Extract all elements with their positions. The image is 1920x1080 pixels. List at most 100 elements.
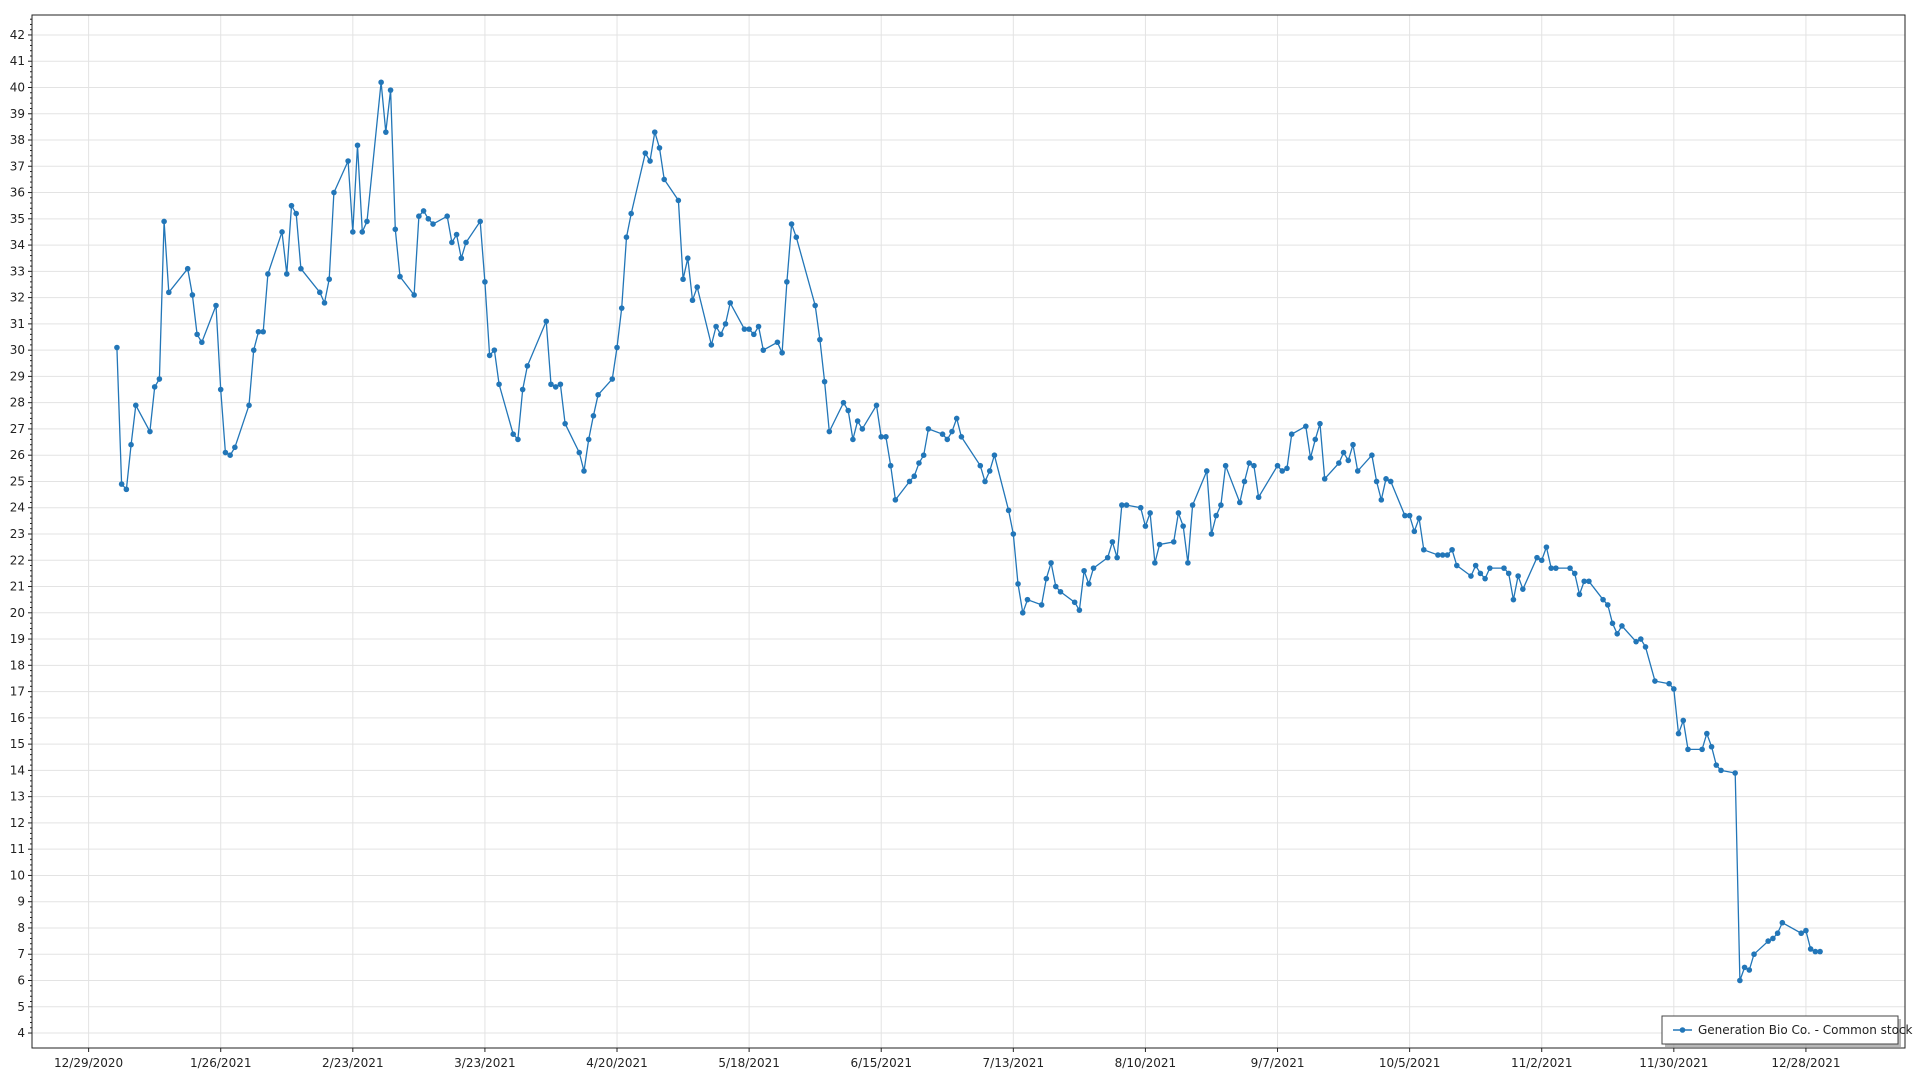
data-point bbox=[1567, 565, 1573, 571]
data-point bbox=[1666, 680, 1672, 687]
data-point bbox=[1671, 686, 1677, 692]
data-point bbox=[250, 347, 257, 353]
x-tick-label: 9/7/2021 bbox=[1251, 1056, 1305, 1070]
data-point bbox=[1076, 607, 1083, 613]
y-tick-label: 31 bbox=[10, 317, 25, 331]
data-point bbox=[1369, 452, 1375, 459]
data-point bbox=[1142, 523, 1149, 529]
data-point bbox=[906, 478, 913, 485]
data-point bbox=[680, 276, 686, 283]
data-point bbox=[1817, 948, 1823, 955]
data-point bbox=[977, 462, 984, 469]
data-point bbox=[623, 234, 630, 241]
data-point bbox=[958, 434, 965, 440]
y-tick-label: 24 bbox=[10, 501, 25, 515]
data-point bbox=[1279, 468, 1286, 474]
x-tick-label: 7/13/2021 bbox=[983, 1056, 1045, 1070]
data-point bbox=[1081, 567, 1087, 574]
data-point bbox=[755, 323, 762, 330]
data-point bbox=[1057, 588, 1064, 595]
data-point bbox=[1586, 578, 1592, 585]
data-point bbox=[1086, 581, 1092, 587]
data-point bbox=[288, 202, 295, 209]
y-tick-label: 13 bbox=[10, 790, 25, 804]
data-point bbox=[774, 339, 781, 346]
data-point bbox=[189, 292, 196, 298]
data-point bbox=[279, 229, 285, 235]
data-point bbox=[425, 216, 432, 222]
data-point bbox=[708, 342, 715, 348]
data-point bbox=[1732, 770, 1738, 776]
data-point bbox=[118, 481, 125, 487]
y-tick-label: 5 bbox=[17, 1000, 25, 1014]
data-point bbox=[1383, 476, 1389, 482]
data-point bbox=[727, 300, 734, 306]
y-tick-label: 27 bbox=[10, 422, 25, 436]
data-point bbox=[326, 276, 333, 283]
data-point bbox=[383, 129, 389, 135]
data-point bbox=[1807, 946, 1814, 952]
data-point bbox=[585, 436, 592, 443]
data-point bbox=[845, 407, 851, 414]
data-point bbox=[496, 381, 502, 388]
data-point bbox=[298, 265, 304, 272]
data-point bbox=[1534, 554, 1540, 561]
data-point bbox=[1109, 539, 1116, 545]
data-point bbox=[1604, 602, 1611, 608]
data-point bbox=[1704, 730, 1710, 737]
y-tick-label: 39 bbox=[10, 107, 25, 121]
data-point bbox=[1336, 460, 1342, 466]
data-point bbox=[784, 279, 790, 285]
data-point bbox=[350, 229, 356, 235]
data-point bbox=[1680, 717, 1687, 724]
data-point bbox=[482, 279, 488, 285]
data-point bbox=[552, 384, 559, 390]
data-point bbox=[1741, 964, 1748, 971]
data-point bbox=[359, 229, 366, 235]
data-point bbox=[779, 349, 785, 356]
data-point bbox=[656, 145, 663, 151]
series-line bbox=[116, 82, 1821, 981]
data-point bbox=[1501, 565, 1507, 571]
data-point bbox=[161, 218, 167, 225]
data-point bbox=[222, 449, 229, 456]
data-point bbox=[1288, 431, 1295, 437]
y-tick-label: 18 bbox=[10, 658, 25, 672]
data-point bbox=[1052, 583, 1059, 590]
data-point bbox=[642, 150, 649, 156]
data-point bbox=[444, 213, 450, 219]
data-point bbox=[293, 210, 300, 217]
gridlines bbox=[32, 15, 1905, 1048]
data-point bbox=[1803, 927, 1809, 934]
data-point bbox=[609, 376, 616, 382]
data-point bbox=[1581, 578, 1587, 585]
data-point bbox=[1071, 599, 1078, 606]
x-tick-label: 11/30/2021 bbox=[1639, 1056, 1708, 1070]
data-point bbox=[1487, 565, 1493, 571]
data-point bbox=[1387, 478, 1394, 485]
data-point bbox=[1043, 575, 1050, 582]
y-tick-label: 16 bbox=[10, 711, 25, 725]
data-point bbox=[1812, 948, 1819, 955]
x-tick-label: 11/2/2021 bbox=[1511, 1056, 1573, 1070]
data-point bbox=[812, 302, 818, 309]
y-tick-label: 26 bbox=[10, 448, 25, 462]
data-point bbox=[618, 305, 625, 311]
data-point bbox=[255, 328, 262, 335]
data-point bbox=[713, 323, 719, 330]
data-point bbox=[1685, 746, 1691, 753]
data-point bbox=[1510, 596, 1517, 603]
data-point bbox=[689, 297, 696, 304]
data-point bbox=[1010, 531, 1017, 537]
data-point bbox=[354, 142, 361, 149]
data-point bbox=[661, 176, 667, 183]
data-point bbox=[232, 444, 238, 451]
data-point bbox=[486, 352, 493, 359]
data-point bbox=[1236, 499, 1243, 506]
y-tick-label: 36 bbox=[10, 186, 25, 200]
y-tick-label: 29 bbox=[10, 369, 25, 383]
data-point bbox=[416, 213, 422, 219]
data-point bbox=[458, 255, 465, 262]
data-point bbox=[194, 331, 200, 338]
